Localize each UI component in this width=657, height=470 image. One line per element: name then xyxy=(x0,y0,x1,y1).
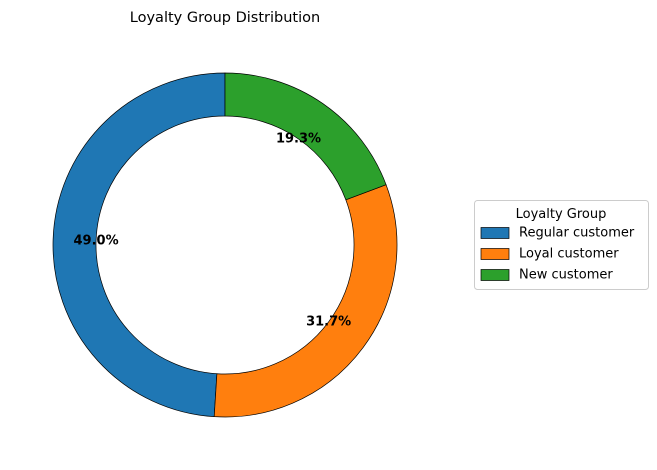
pct-label-new-customer: 19.3% xyxy=(276,131,321,146)
legend-swatch-regular-customer xyxy=(480,227,510,239)
donut-slices xyxy=(52,72,398,418)
pct-label-regular-customer: 49.0% xyxy=(74,233,119,248)
slice-regular-customer xyxy=(52,72,226,418)
slice-new-customer xyxy=(224,72,387,201)
legend-frame xyxy=(474,200,649,290)
legend-title: Loyalty Group xyxy=(516,207,607,222)
pct-label-loyal-customer: 31.7% xyxy=(306,314,351,329)
legend-label-regular-customer: Regular customer xyxy=(519,226,635,241)
legend-entries: Regular customer Loyal customer New custom… xyxy=(480,226,635,283)
slice-loyal-customer xyxy=(213,184,398,418)
legend-swatch-loyal-customer xyxy=(480,248,510,260)
chart-title: Loyalty Group Distribution xyxy=(130,10,320,26)
legend-swatch-new-customer xyxy=(480,269,510,281)
legend: Loyalty Group Regular customer Loyal cust… xyxy=(474,200,649,290)
legend-label-new-customer: New customer xyxy=(519,268,613,283)
legend-label-loyal-customer: Loyal customer xyxy=(519,247,619,262)
percentage-labels: 49.0% 31.7% 19.3% xyxy=(74,131,352,329)
